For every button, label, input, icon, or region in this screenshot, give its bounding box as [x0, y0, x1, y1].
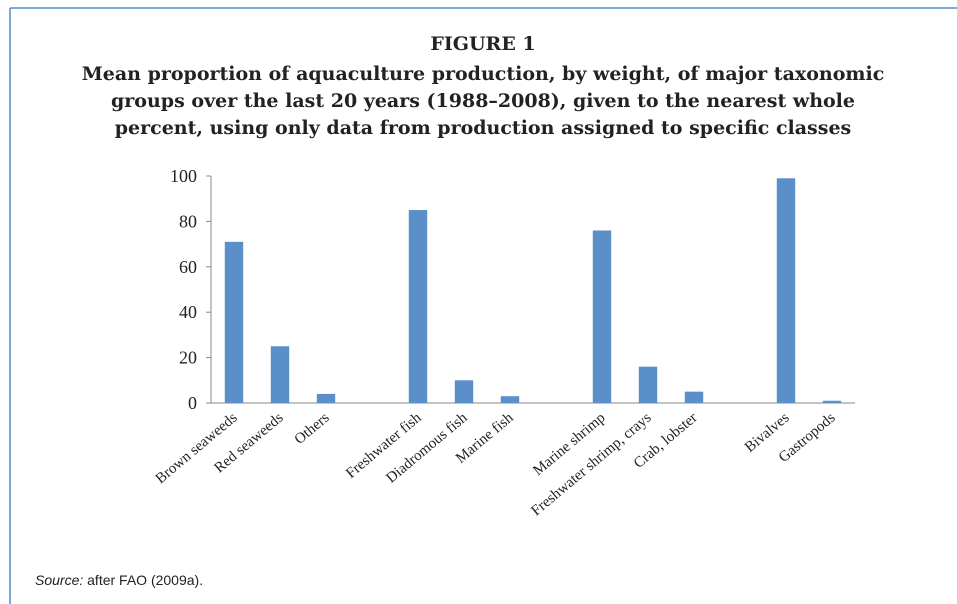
source-label: Source: — [35, 572, 83, 588]
x-tick-label: Brown seaweeds — [153, 410, 241, 487]
chart-title: FIGURE 1 — [430, 33, 535, 55]
x-tick-label: Others — [292, 410, 333, 448]
source-text: after FAO (2009a). — [87, 572, 203, 588]
bar — [822, 400, 842, 403]
y-tick-label: 100 — [170, 166, 197, 186]
bar — [224, 241, 244, 403]
chart-subtitle: Mean proportion of aquaculture productio… — [82, 63, 885, 85]
y-tick-label: 0 — [188, 393, 197, 413]
bar — [684, 391, 704, 403]
x-tick-label: Freshwater fish — [343, 409, 425, 481]
source: Source: after FAO (2009a). — [35, 572, 203, 588]
bar — [316, 393, 336, 403]
y-tick-label: 60 — [179, 257, 197, 277]
y-tick-label: 20 — [179, 348, 197, 368]
chart-subtitle: groups over the last 20 years (1988–2008… — [111, 90, 855, 112]
bar — [408, 210, 428, 403]
bar — [500, 396, 520, 403]
bar — [776, 178, 796, 403]
y-tick-label: 40 — [179, 302, 197, 322]
x-tick-label: Diadromous fish — [383, 409, 471, 486]
bar — [638, 366, 658, 403]
chart-subtitle: percent, using only data from production… — [115, 117, 851, 139]
y-tick-label: 80 — [179, 211, 197, 231]
bar — [454, 380, 474, 403]
bar — [592, 230, 612, 403]
bar — [270, 346, 290, 403]
